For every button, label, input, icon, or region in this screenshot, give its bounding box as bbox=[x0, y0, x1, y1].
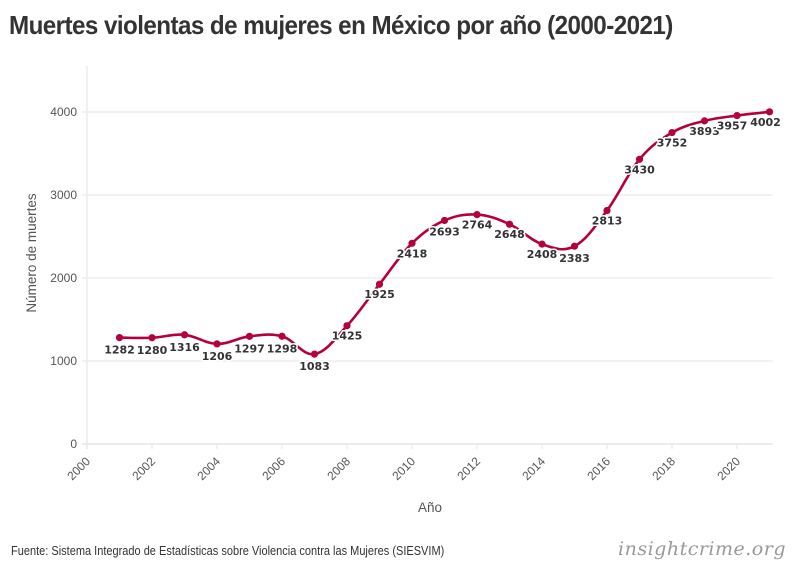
data-label: 1298 bbox=[267, 342, 298, 355]
data-label-halo: 4002 bbox=[750, 116, 781, 129]
data-label-halo: 1282 bbox=[104, 344, 135, 357]
data-label: 1280 bbox=[137, 344, 168, 357]
data-label: 2693 bbox=[429, 225, 460, 238]
data-label: 1206 bbox=[202, 350, 233, 363]
data-label-halo: 3893 bbox=[689, 125, 720, 138]
data-point[interactable] bbox=[375, 280, 384, 288]
data-label-halo: 1083 bbox=[299, 360, 330, 373]
x-tick-label: 2014 bbox=[519, 454, 548, 483]
data-label-halo: 2693 bbox=[429, 225, 460, 238]
x-axis: 2000 2002 2004 2006 2008 2010 2012 2014 2016 2018… bbox=[64, 444, 743, 483]
x-tick-label: 2006 bbox=[259, 454, 288, 483]
data-point[interactable] bbox=[115, 333, 124, 342]
data-label: 3893 bbox=[689, 125, 720, 138]
data-label: 2383 bbox=[559, 252, 590, 265]
x-tick-label: 2002 bbox=[129, 454, 158, 483]
data-label-halo: 3430 bbox=[624, 163, 655, 176]
data-label: 3957 bbox=[717, 120, 748, 133]
gridlines bbox=[82, 66, 773, 449]
data-point[interactable] bbox=[505, 220, 514, 228]
data-label: 1425 bbox=[332, 330, 363, 343]
x-tick-label: 2012 bbox=[454, 454, 483, 483]
data-point[interactable] bbox=[538, 240, 546, 248]
data-label-halo: 2383 bbox=[559, 252, 590, 265]
data-point[interactable] bbox=[700, 117, 709, 125]
data-point[interactable] bbox=[408, 239, 416, 247]
data-point[interactable] bbox=[733, 111, 741, 120]
data-label: 4002 bbox=[750, 116, 781, 129]
data-label-halo: 2418 bbox=[397, 247, 428, 260]
y-tick-label: 0 bbox=[70, 437, 77, 451]
x-tick-label: 2000 bbox=[64, 454, 93, 483]
data-label: 1297 bbox=[234, 342, 265, 355]
y-tick-label: 4000 bbox=[50, 105, 77, 119]
data-label-halo: 2764 bbox=[462, 219, 493, 232]
data-point[interactable] bbox=[343, 322, 351, 330]
y-tick-label: 3000 bbox=[50, 188, 77, 202]
data-label: 3430 bbox=[624, 163, 655, 176]
source-note: Fuente: Sistema Integrado de Estadística… bbox=[11, 544, 445, 558]
data-point[interactable] bbox=[603, 206, 611, 215]
data-label: 1282 bbox=[104, 344, 135, 357]
data-label: 2408 bbox=[527, 248, 558, 261]
y-tick-label: 1000 bbox=[50, 354, 77, 368]
data-label: 3752 bbox=[657, 137, 688, 150]
data-point[interactable] bbox=[148, 334, 156, 342]
data-label-halo: 2408 bbox=[527, 248, 558, 261]
data-label-halo: 2813 bbox=[592, 215, 623, 228]
data-point[interactable] bbox=[180, 331, 189, 339]
data-label-halo: 1425 bbox=[332, 330, 363, 343]
data-point[interactable] bbox=[310, 350, 319, 358]
data-label: 2648 bbox=[494, 228, 525, 241]
y-axis: 0 1000 2000 3000 4000 bbox=[50, 105, 77, 451]
data-point[interactable] bbox=[440, 216, 449, 225]
x-axis-title: Año bbox=[418, 500, 442, 515]
data-label-halo: 1206 bbox=[202, 350, 233, 363]
data-points bbox=[115, 108, 774, 358]
data-point[interactable] bbox=[473, 210, 481, 219]
data-point[interactable] bbox=[570, 242, 579, 250]
x-tick-label: 2004 bbox=[194, 454, 223, 483]
chart-title: Muertes violentas de mujeres en México p… bbox=[9, 10, 673, 40]
data-point[interactable] bbox=[635, 155, 644, 163]
data-label: 2418 bbox=[397, 247, 428, 260]
data-label-halo: 1298 bbox=[267, 342, 298, 355]
data-label: 1925 bbox=[364, 288, 395, 301]
data-label-halo: 2648 bbox=[494, 228, 525, 241]
data-label-halo: 3752 bbox=[657, 137, 688, 150]
data-label-halo: 1280 bbox=[137, 344, 168, 357]
data-label-halo: 1925 bbox=[364, 288, 395, 301]
y-tick-label: 2000 bbox=[50, 271, 77, 285]
data-label-halo: 1297 bbox=[234, 342, 265, 355]
data-label: 2813 bbox=[592, 215, 623, 228]
data-label-halo: 1316 bbox=[169, 341, 200, 354]
x-tick-label: 2008 bbox=[324, 454, 353, 483]
data-point[interactable] bbox=[213, 340, 221, 348]
y-axis-title: Número de muertes bbox=[24, 193, 39, 313]
data-point[interactable] bbox=[278, 332, 286, 340]
data-point[interactable] bbox=[668, 128, 676, 137]
x-tick-label: 2016 bbox=[584, 454, 613, 483]
brand-watermark[interactable]: insightcrime.org bbox=[618, 538, 786, 560]
data-label: 1316 bbox=[169, 341, 200, 354]
data-label: 2764 bbox=[462, 219, 493, 232]
x-tick-label: 2020 bbox=[714, 454, 743, 483]
x-tick-label: 2018 bbox=[649, 454, 678, 483]
data-point[interactable] bbox=[245, 332, 254, 340]
data-point[interactable] bbox=[765, 108, 774, 116]
data-label: 1083 bbox=[299, 360, 330, 373]
x-tick-label: 2010 bbox=[389, 454, 418, 483]
data-label-halo: 3957 bbox=[717, 120, 748, 133]
